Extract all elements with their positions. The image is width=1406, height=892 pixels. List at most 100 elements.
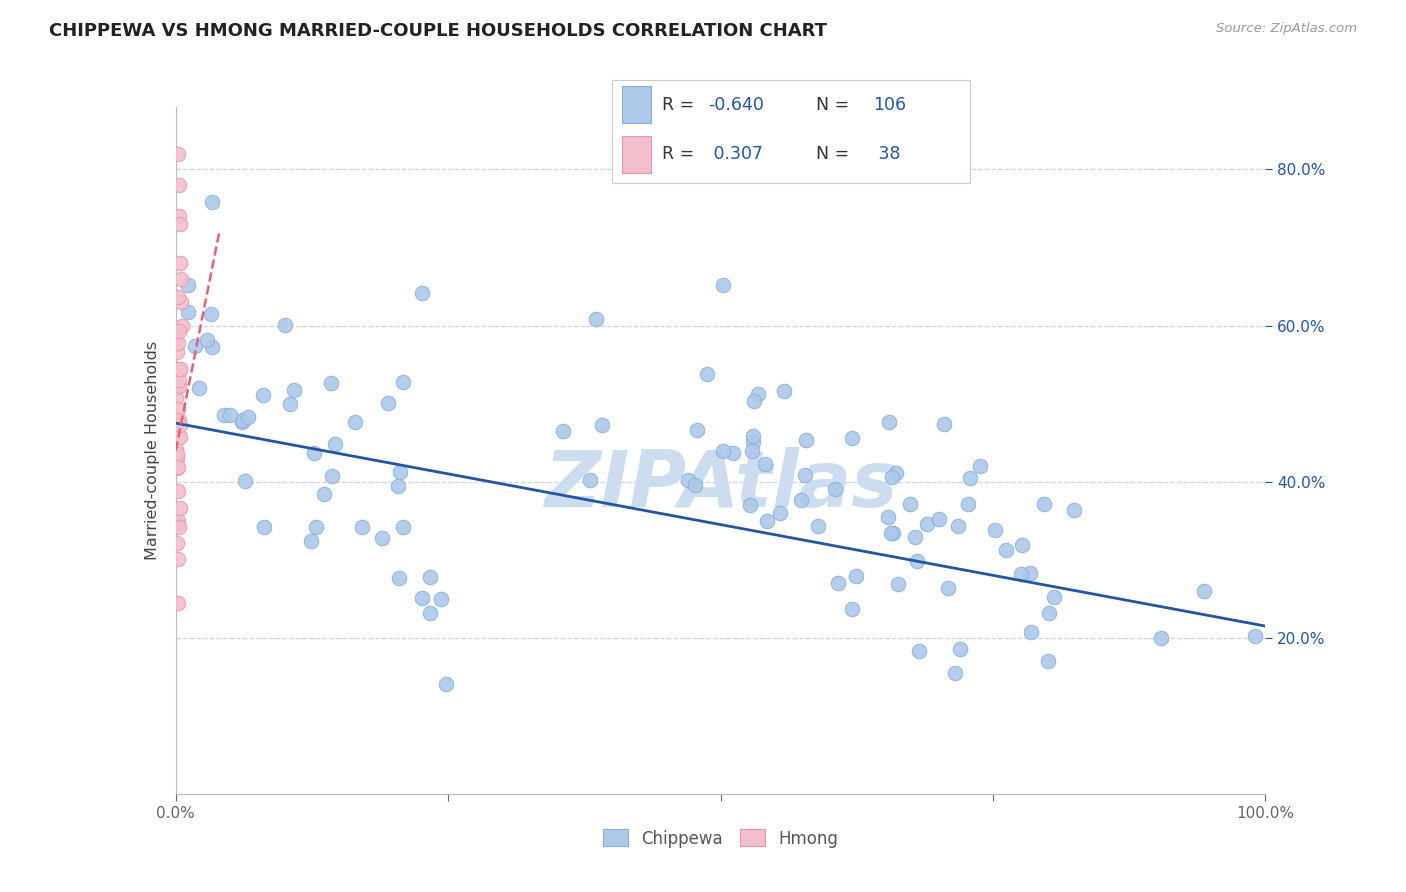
Point (1032, 497, 1054, 511)
Point (169, 361, 191, 376)
Point (686, 423, 709, 437)
Point (165, 442, 187, 456)
Point (219, 408, 242, 422)
Point (579, 473, 602, 487)
Point (900, 497, 922, 511)
Text: N =: N = (815, 96, 855, 114)
Point (1011, 538, 1033, 552)
Point (1150, 631, 1173, 645)
Point (166, 345, 188, 359)
Text: -0.640: -0.640 (709, 96, 765, 114)
Point (319, 376, 342, 390)
Legend: Chippewa, Hmong: Chippewa, Hmong (596, 822, 845, 855)
Point (807, 519, 830, 533)
Point (169, 361, 191, 376)
Point (845, 568, 868, 582)
Point (740, 498, 762, 512)
Point (392, 519, 415, 533)
FancyBboxPatch shape (623, 136, 651, 173)
Point (167, 520, 190, 534)
Point (166, 483, 188, 498)
Point (711, 444, 734, 458)
Point (984, 523, 1007, 537)
Point (932, 417, 955, 432)
Point (769, 506, 792, 520)
Point (430, 591, 453, 606)
Point (959, 471, 981, 485)
Point (884, 466, 907, 480)
Point (882, 526, 904, 541)
Point (585, 311, 607, 326)
Point (344, 416, 367, 430)
Point (165, 381, 187, 395)
Point (166, 461, 188, 475)
Point (323, 436, 346, 450)
Point (166, 426, 188, 441)
Point (796, 434, 818, 448)
Point (167, 209, 190, 223)
Point (773, 384, 796, 399)
Point (551, 425, 574, 439)
Point (169, 256, 191, 270)
Text: N =: N = (815, 145, 855, 163)
Point (195, 333, 218, 347)
Point (167, 290, 190, 304)
Point (880, 526, 903, 541)
Point (411, 591, 433, 606)
Text: R =: R = (662, 145, 700, 163)
Point (200, 307, 222, 321)
Point (233, 474, 256, 488)
Point (169, 430, 191, 444)
Point (187, 381, 209, 395)
Point (391, 375, 413, 389)
Point (756, 514, 779, 528)
Point (905, 554, 928, 568)
Point (165, 391, 187, 405)
Point (177, 277, 200, 292)
Text: 106: 106 (873, 96, 907, 114)
Point (312, 487, 335, 501)
Point (877, 415, 900, 429)
Point (387, 479, 409, 493)
Point (1010, 566, 1032, 581)
Point (252, 388, 274, 402)
Point (177, 304, 200, 318)
Point (304, 446, 326, 460)
Point (389, 465, 412, 479)
Point (166, 596, 188, 610)
Point (790, 492, 813, 507)
Point (169, 417, 191, 432)
Point (321, 468, 343, 483)
Point (741, 429, 763, 443)
Point (794, 468, 817, 483)
Text: ZIPAtlas: ZIPAtlas (544, 447, 897, 523)
Point (741, 443, 763, 458)
Point (299, 533, 322, 548)
Point (169, 413, 191, 427)
Point (434, 677, 457, 691)
Point (166, 362, 188, 376)
Point (969, 458, 991, 473)
Point (1038, 606, 1060, 620)
Point (676, 473, 699, 487)
Y-axis label: Married-couple Households: Married-couple Households (145, 341, 160, 560)
Point (167, 324, 190, 338)
Point (170, 271, 193, 285)
Point (253, 519, 276, 533)
Text: CHIPPEWA VS HMONG MARRIED-COUPLE HOUSEHOLDS CORRELATION CHART: CHIPPEWA VS HMONG MARRIED-COUPLE HOUSEHO… (49, 22, 827, 40)
Point (936, 581, 959, 595)
Point (591, 417, 613, 432)
Point (352, 519, 374, 533)
Point (928, 512, 950, 526)
Point (167, 402, 190, 417)
Point (1021, 625, 1043, 640)
Text: 38: 38 (873, 145, 901, 163)
Point (908, 644, 931, 658)
Point (1036, 654, 1059, 668)
FancyBboxPatch shape (623, 87, 651, 123)
Point (742, 393, 765, 408)
Text: R =: R = (662, 96, 700, 114)
Point (754, 457, 776, 471)
Point (167, 552, 190, 566)
Point (742, 434, 765, 449)
